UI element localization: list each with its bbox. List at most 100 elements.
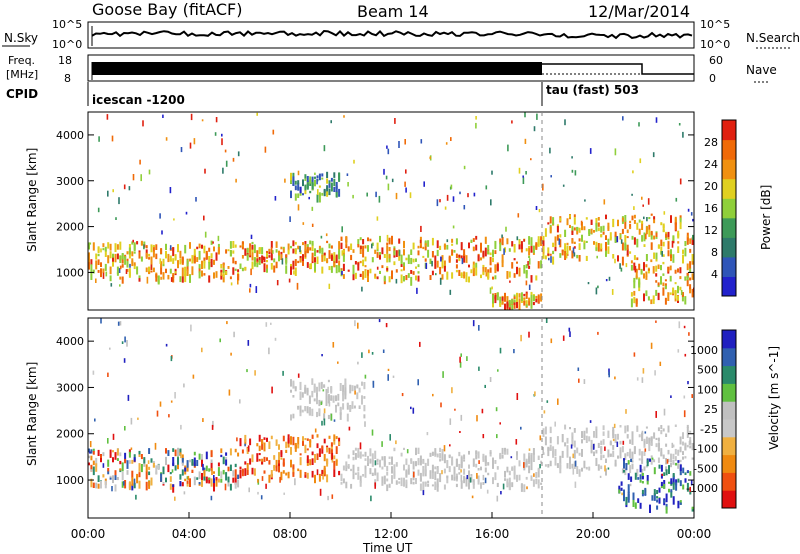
echo-cell <box>649 458 651 462</box>
echo-cell <box>508 470 511 476</box>
echo-cell <box>314 179 316 187</box>
echo-cell <box>600 455 603 461</box>
x-tick-label: 16:00 <box>475 527 510 541</box>
echo-cell <box>583 240 586 244</box>
scatter-cell <box>459 356 461 363</box>
scatter-cell <box>441 470 443 475</box>
echo-cell <box>576 226 579 230</box>
echo-cell <box>292 380 295 389</box>
echo-cell <box>316 443 319 449</box>
echo-cell <box>344 378 347 386</box>
scatter-cell <box>683 325 686 329</box>
echo-cell <box>179 258 182 265</box>
echo-cell <box>275 241 278 248</box>
scatter-cell <box>226 321 228 325</box>
echo-cell <box>597 464 600 471</box>
scatter-cell <box>431 260 433 267</box>
scatter-cell <box>550 256 552 263</box>
echo-cell <box>287 471 290 479</box>
scatter-cell <box>327 386 329 394</box>
echo-cell <box>677 230 680 236</box>
echo-cell <box>342 403 345 410</box>
echo-cell <box>335 406 337 413</box>
scatter-cell <box>174 392 176 399</box>
echo-cell <box>350 254 353 261</box>
echo-cell <box>410 249 413 255</box>
echo-cell <box>633 262 636 271</box>
echo-cell <box>499 296 502 306</box>
scatter-cell <box>385 175 388 180</box>
echo-cell <box>499 242 502 252</box>
scatter-cell <box>478 325 480 331</box>
echo-cell <box>225 456 228 460</box>
echo-cell <box>88 242 90 250</box>
echo-cell <box>451 272 454 279</box>
echo-cell <box>292 178 295 186</box>
echo-cell <box>201 244 203 249</box>
echo-cell <box>186 269 189 276</box>
echo-cell <box>256 250 259 257</box>
echo-cell <box>405 257 408 261</box>
echo-cell <box>446 271 449 280</box>
echo-cell <box>304 190 307 195</box>
echo-cell <box>148 448 151 454</box>
echo-cell <box>641 472 644 479</box>
scatter-cell <box>364 374 367 379</box>
echo-cell <box>294 267 297 276</box>
echo-cell <box>412 271 415 275</box>
echo-cell <box>339 412 342 420</box>
echo-cell <box>626 244 629 251</box>
echo-cell <box>516 266 518 275</box>
scatter-cell <box>381 441 383 447</box>
echo-cell <box>222 274 225 283</box>
echo-cell <box>672 254 675 263</box>
echo-cell <box>282 248 285 253</box>
freq-dense-block <box>92 62 542 75</box>
scatter-cell <box>444 206 447 210</box>
echo-cell <box>220 471 223 478</box>
echo-cell <box>655 289 658 296</box>
echo-cell <box>677 460 680 463</box>
echo-cell <box>369 268 372 274</box>
echo-cell <box>436 453 439 458</box>
echo-cell <box>353 405 356 409</box>
echo-cell <box>346 403 349 406</box>
echo-cell <box>602 431 605 436</box>
echo-cell <box>593 431 595 438</box>
echo-cell <box>629 226 632 230</box>
scatter-cell <box>574 170 577 176</box>
echo-cell <box>381 466 384 470</box>
echo-cell <box>345 481 348 489</box>
echo-cell <box>391 456 393 465</box>
echo-cell <box>641 458 644 464</box>
echo-cell <box>475 463 478 468</box>
echo-cell <box>311 458 314 465</box>
echo-cell <box>484 455 487 464</box>
echo-cell <box>508 482 511 491</box>
echo-cell <box>597 222 600 227</box>
echo-cell <box>198 271 201 279</box>
echo-cell <box>388 483 391 488</box>
echo-cell <box>472 264 475 271</box>
echo-cell <box>528 265 531 269</box>
echo-cell <box>97 253 100 257</box>
echo-cell <box>145 471 148 480</box>
echo-cell <box>323 413 326 421</box>
echo-cell <box>234 448 237 453</box>
echo-cell <box>172 484 175 493</box>
echo-cell <box>133 482 136 489</box>
echo-cell <box>278 460 280 464</box>
echo-cell <box>357 239 360 246</box>
nsky-frame <box>87 21 695 49</box>
scatter-cell <box>565 252 568 259</box>
scatter-cell <box>495 407 498 412</box>
echo-cell <box>653 432 656 439</box>
echo-cell <box>621 217 624 222</box>
echo-cell <box>651 457 654 460</box>
power-ylabel: Slant Range [km] <box>25 148 39 252</box>
echo-cell <box>302 254 304 261</box>
echo-cell <box>644 493 647 496</box>
scatter-cell <box>499 347 502 354</box>
echo-cell <box>193 248 196 257</box>
echo-cell <box>506 238 509 245</box>
